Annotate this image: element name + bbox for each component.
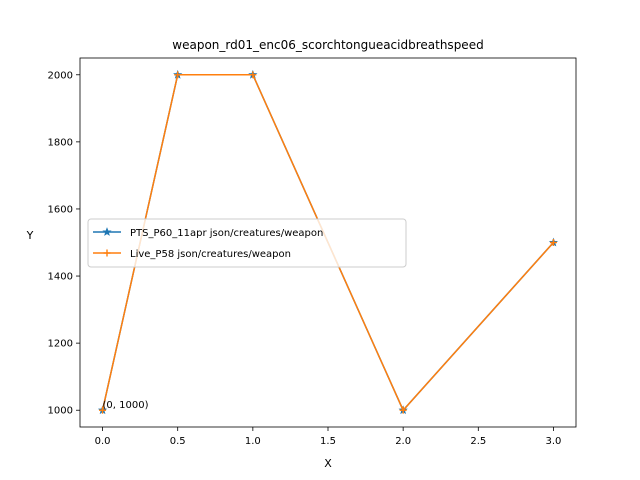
x-tick-label: 3.0 — [546, 436, 562, 447]
x-tick-label: 0.5 — [170, 436, 186, 447]
axes-frame — [79, 57, 577, 428]
x-tick-label: 1.5 — [320, 436, 336, 447]
y-tick-label: 1600 — [48, 204, 73, 215]
legend-label-1: PTS_P60_11apr json/creatures/weapon — [130, 228, 323, 239]
y-tick-label: 2000 — [48, 70, 73, 81]
legend: PTS_P60_11apr json/creatures/weapon Live_… — [87, 218, 407, 268]
x-axis-label: X — [324, 457, 332, 470]
legend-marker-2 — [103, 249, 111, 257]
y-tick-label: 1000 — [48, 406, 73, 417]
legend-label-2: Live_P58 json/creatures/weapon — [130, 249, 291, 260]
legend-box — [87, 218, 407, 268]
series-2-point — [549, 239, 557, 246]
chart-title: weapon_rd01_enc06_scorchtongueacidbreath… — [172, 38, 483, 52]
y-tick-label: 1200 — [48, 339, 73, 350]
plot-area: 0.0 0.5 1.0 1.5 2.0 2.5 3.0 1000 1200 1400 1600 180… — [48, 57, 577, 447]
x-tick-label: 2.0 — [395, 436, 411, 447]
x-tick-label: 0.0 — [95, 436, 111, 447]
series-2-point — [249, 71, 257, 79]
series-2-point — [99, 406, 107, 414]
x-tick-label: 1.0 — [245, 436, 261, 447]
x-tick-label: 2.5 — [470, 436, 486, 447]
series-2-point — [399, 406, 407, 414]
y-tick-label: 1800 — [48, 137, 73, 148]
legend-marker-1 — [102, 227, 112, 236]
series-2-point — [174, 71, 182, 79]
y-axis-label: Y — [26, 229, 34, 242]
y-tick-label: 1400 — [48, 272, 73, 283]
point-annotation: (0, 1000) — [103, 400, 149, 411]
